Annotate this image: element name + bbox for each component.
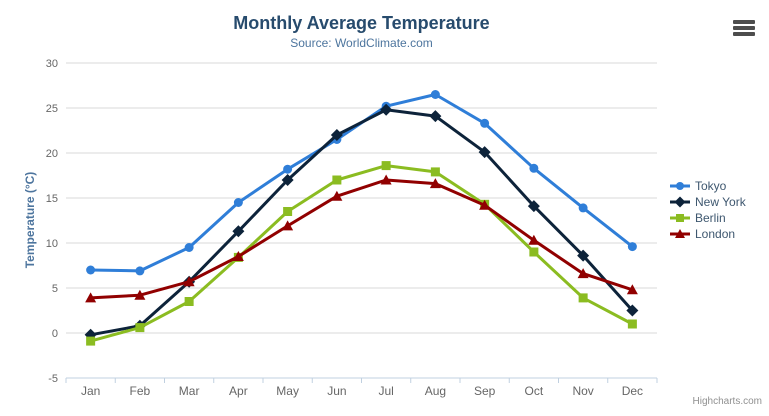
hamburger-icon bbox=[733, 32, 755, 36]
y-axis-tick-label: 25 bbox=[46, 103, 58, 115]
marker-tokyo[interactable] bbox=[86, 265, 96, 275]
y-axis-tick-label: 0 bbox=[52, 328, 58, 340]
y-axis-tick-label: 20 bbox=[46, 148, 58, 160]
marker-london[interactable] bbox=[528, 234, 540, 245]
x-axis-tick-label: Aug bbox=[425, 384, 446, 398]
chart-title: Monthly Average Temperature bbox=[233, 13, 490, 33]
legend-item-new-york[interactable]: New York bbox=[670, 194, 746, 210]
marker-london[interactable] bbox=[134, 289, 146, 300]
legend-circle-icon bbox=[670, 182, 690, 190]
legend-item-label: Berlin bbox=[695, 211, 726, 225]
credits-link[interactable]: Highcharts.com bbox=[692, 396, 762, 407]
marker-berlin[interactable] bbox=[283, 207, 293, 216]
marker-berlin[interactable] bbox=[529, 247, 539, 257]
marker-tokyo[interactable] bbox=[529, 163, 539, 173]
marker-berlin[interactable] bbox=[86, 336, 96, 346]
series-line-berlin[interactable] bbox=[90, 164, 634, 343]
marker-berlin[interactable] bbox=[135, 323, 145, 333]
marker-london[interactable] bbox=[380, 174, 392, 185]
marker-tokyo[interactable] bbox=[578, 203, 588, 213]
export-menu-button[interactable] bbox=[733, 20, 755, 36]
marker-new-york[interactable] bbox=[478, 146, 491, 159]
marker-berlin[interactable] bbox=[430, 167, 440, 177]
y-axis-tick-label: 5 bbox=[52, 283, 58, 295]
marker-london[interactable] bbox=[479, 199, 491, 210]
hamburger-icon bbox=[733, 26, 755, 30]
x-axis-tick-label: Jan bbox=[81, 384, 100, 398]
marker-berlin[interactable] bbox=[332, 175, 342, 185]
marker-berlin[interactable] bbox=[627, 319, 637, 329]
marker-new-york[interactable] bbox=[626, 304, 639, 317]
series-line-new-york[interactable] bbox=[90, 108, 634, 337]
series-line-london[interactable] bbox=[90, 178, 633, 300]
marker-tokyo[interactable] bbox=[627, 242, 637, 252]
legend-marker bbox=[674, 196, 686, 208]
marker-tokyo[interactable] bbox=[430, 90, 440, 99]
y-axis-tick-label: 10 bbox=[46, 238, 58, 250]
marker-tokyo[interactable] bbox=[233, 198, 243, 207]
marker-london[interactable] bbox=[577, 268, 589, 279]
marker-new-york[interactable] bbox=[577, 249, 590, 262]
marker-berlin[interactable] bbox=[578, 293, 588, 303]
marker-berlin[interactable] bbox=[381, 161, 391, 171]
marker-london[interactable] bbox=[331, 190, 343, 201]
legend: Tokyo New York Berlin London bbox=[670, 178, 746, 242]
legend-square-icon bbox=[670, 214, 690, 222]
legend-item-label: Tokyo bbox=[695, 179, 727, 193]
x-axis-tick-label: Nov bbox=[572, 384, 593, 398]
x-axis-tick-label: Apr bbox=[229, 384, 248, 398]
marker-london[interactable] bbox=[85, 292, 97, 303]
legend-marker bbox=[676, 182, 684, 190]
legend-item-tokyo[interactable]: Tokyo bbox=[670, 178, 746, 194]
hamburger-icon bbox=[733, 20, 755, 24]
x-axis-tick-label: May bbox=[276, 384, 299, 398]
marker-new-york[interactable] bbox=[380, 103, 393, 116]
y-axis-tick-label: 30 bbox=[46, 58, 58, 70]
marker-london[interactable] bbox=[626, 284, 638, 295]
marker-tokyo[interactable] bbox=[135, 266, 145, 276]
chart-subtitle: Source: WorldClimate.com bbox=[290, 36, 433, 50]
x-axis-tick-label: Sep bbox=[474, 384, 496, 398]
legend-item-berlin[interactable]: Berlin bbox=[670, 210, 746, 226]
marker-london[interactable] bbox=[183, 276, 195, 287]
marker-new-york[interactable] bbox=[281, 174, 294, 186]
marker-new-york[interactable] bbox=[527, 200, 540, 213]
legend-marker bbox=[676, 214, 684, 222]
legend-item-label: New York bbox=[695, 195, 746, 209]
marker-london[interactable] bbox=[282, 220, 294, 231]
x-axis-tick-label: Feb bbox=[130, 384, 151, 398]
x-axis-tick-label: Dec bbox=[622, 384, 643, 398]
marker-tokyo[interactable] bbox=[283, 164, 293, 174]
legend-item-label: London bbox=[695, 227, 736, 241]
x-axis-tick-label: Oct bbox=[525, 384, 544, 398]
legend-triangle-icon bbox=[670, 229, 690, 238]
marker-tokyo[interactable] bbox=[480, 118, 490, 128]
marker-new-york[interactable] bbox=[330, 129, 343, 141]
marker-london[interactable] bbox=[232, 251, 244, 261]
legend-diamond-icon bbox=[670, 196, 690, 208]
marker-berlin[interactable] bbox=[184, 297, 194, 306]
x-axis-tick-label: Mar bbox=[179, 384, 200, 398]
legend-marker bbox=[675, 229, 685, 238]
y-axis-tick-label: -5 bbox=[48, 373, 58, 385]
marker-tokyo[interactable] bbox=[184, 243, 194, 252]
marker-new-york[interactable] bbox=[429, 110, 442, 123]
marker-london[interactable] bbox=[429, 178, 441, 189]
y-axis-tick-label: 15 bbox=[46, 193, 58, 205]
legend-item-london[interactable]: London bbox=[670, 226, 746, 242]
marker-new-york[interactable] bbox=[232, 225, 245, 238]
x-axis-tick-label: Jul bbox=[378, 384, 393, 398]
x-axis-tick-label: Jun bbox=[327, 384, 346, 398]
